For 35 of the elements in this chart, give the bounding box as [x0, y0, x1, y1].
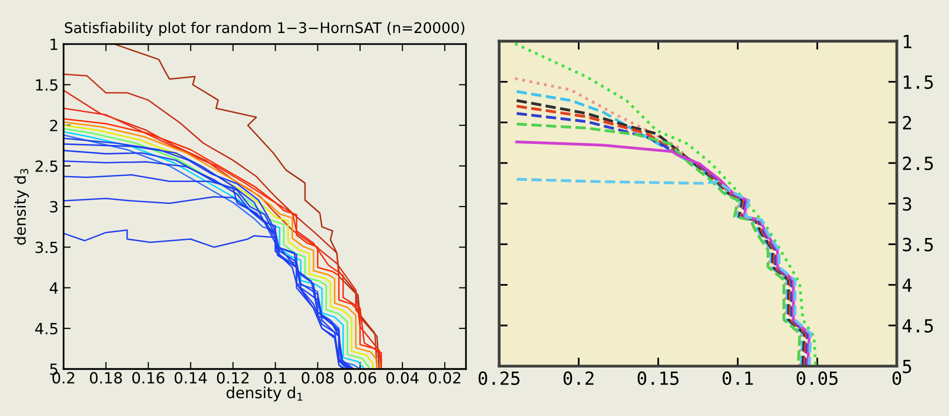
y-tick-label: 2.5: [36, 160, 58, 172]
x-tick-label: 0.14: [174, 372, 207, 384]
x-tick-label: 0.2: [564, 371, 594, 386]
x-tick-label: 0.16: [132, 372, 164, 384]
x-tick-label: 0.05: [796, 371, 838, 386]
y-tick-label: 4.5: [902, 319, 933, 333]
x-tick-label: 0.02: [428, 372, 460, 384]
y-tick-label: 3.5: [902, 238, 933, 252]
x-tick-label: 0.25: [478, 371, 520, 386]
x-axis-title: density d$_{1}$: [226, 386, 302, 402]
y-tick-label: 4: [50, 282, 58, 294]
x-tick-label: 0.15: [638, 371, 679, 386]
y-tick-label: 3: [902, 197, 912, 211]
x-tick-label: 0.06: [344, 372, 376, 384]
y-tick-label: 1.5: [36, 79, 58, 91]
y-tick-label: 2: [903, 116, 911, 130]
y-tick-label: 2.5: [903, 156, 933, 170]
y-tick-label: 5: [902, 360, 912, 374]
y-tick-label: 4: [902, 278, 912, 292]
x-tick-label: 0: [892, 371, 902, 386]
x-tick-label: 0.08: [302, 372, 334, 384]
y-axis-title: density d$_{3}$: [14, 168, 29, 245]
x-tick-label: 0.04: [386, 372, 419, 384]
y-tick-label: 3: [50, 201, 58, 213]
x-tick-label: 0.18: [90, 372, 122, 384]
y-tick-label: 1: [50, 38, 58, 50]
y-tick-label: 2: [50, 120, 58, 132]
y-tick-label: 1: [904, 34, 912, 48]
y-tick-label: 3.5: [36, 242, 58, 254]
x-tick-label: 0.1: [722, 371, 753, 386]
chart-title: Satisfiability plot for random 1−3−HornSAT (n=20000): [64, 22, 464, 36]
y-tick-label: 4.5: [35, 323, 58, 334]
x-tick-label: 0.1: [264, 372, 286, 384]
y-tick-label: 1.5: [904, 76, 933, 89]
x-tick-label: 0.12: [217, 372, 248, 384]
